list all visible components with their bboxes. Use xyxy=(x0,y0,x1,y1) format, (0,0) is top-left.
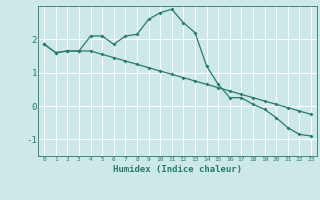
X-axis label: Humidex (Indice chaleur): Humidex (Indice chaleur) xyxy=(113,165,242,174)
